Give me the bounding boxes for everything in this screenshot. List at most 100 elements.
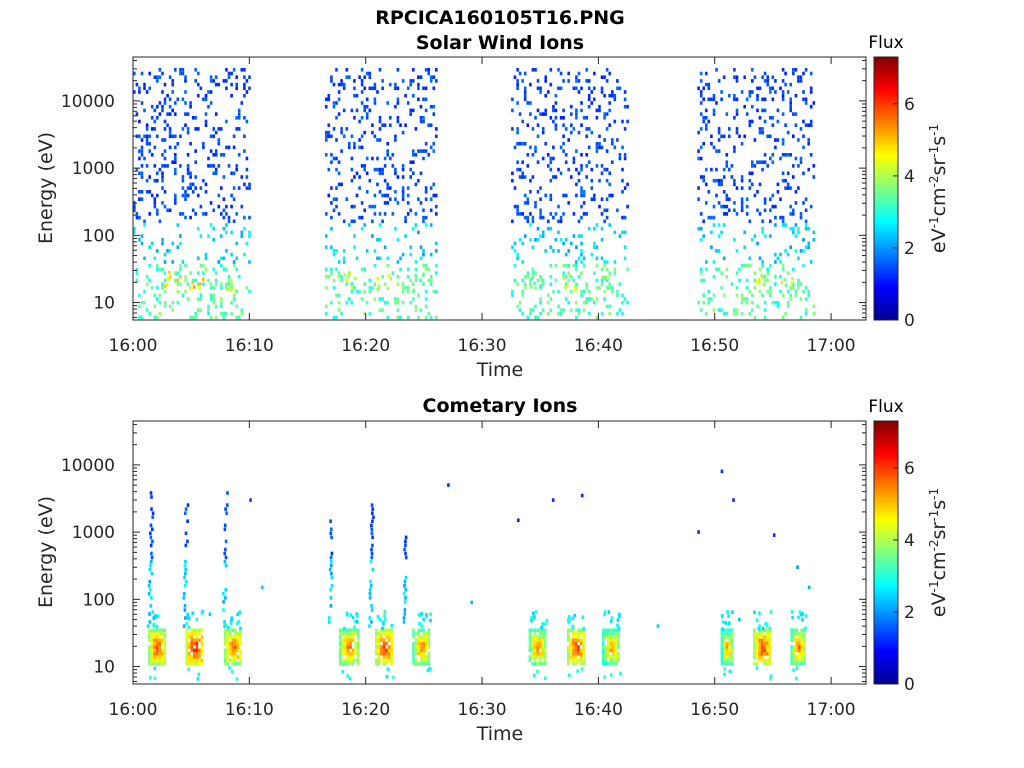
heatmap-cell bbox=[756, 304, 759, 309]
heatmap-cell bbox=[240, 204, 244, 209]
heatmap-cell bbox=[699, 278, 703, 283]
heatmap-cell bbox=[236, 645, 240, 649]
heatmap-cell bbox=[198, 282, 202, 286]
heatmap-cell bbox=[570, 123, 573, 127]
heatmap-cell bbox=[372, 515, 375, 519]
heatmap-cell bbox=[427, 655, 431, 659]
heatmap-cell bbox=[419, 628, 423, 632]
heatmap-cell bbox=[536, 669, 539, 674]
heatmap-cell bbox=[351, 662, 355, 666]
heatmap-cell bbox=[184, 75, 187, 79]
heatmap-cell bbox=[387, 273, 391, 278]
heatmap-cell bbox=[707, 119, 711, 124]
heatmap-cell bbox=[424, 149, 428, 153]
heatmap-cell bbox=[730, 175, 734, 179]
heatmap-cell bbox=[748, 289, 752, 294]
heatmap-cell bbox=[386, 141, 389, 146]
heatmap-cell bbox=[363, 130, 366, 135]
heatmap-cell bbox=[171, 241, 174, 246]
heatmap-cell bbox=[797, 226, 800, 231]
heatmap-cell bbox=[202, 277, 205, 282]
heatmap-cell bbox=[720, 641, 724, 646]
heatmap-cell bbox=[419, 119, 423, 124]
heatmap-cell bbox=[603, 675, 606, 679]
heatmap-cell bbox=[528, 658, 532, 663]
heatmap-cell bbox=[760, 648, 764, 653]
heatmap-cell bbox=[350, 167, 354, 172]
heatmap-cell bbox=[570, 112, 573, 116]
heatmap-cell bbox=[190, 658, 194, 663]
heatmap-cell bbox=[715, 149, 718, 153]
heatmap-cell bbox=[612, 655, 615, 659]
heatmap-cell bbox=[529, 285, 533, 289]
heatmap-cell bbox=[606, 276, 610, 280]
heatmap-cell bbox=[786, 271, 790, 275]
heatmap-cell bbox=[349, 613, 353, 617]
heatmap-cell bbox=[710, 134, 713, 139]
heatmap-cell bbox=[406, 201, 410, 205]
heatmap-cell bbox=[613, 260, 617, 264]
heatmap-cell bbox=[794, 201, 798, 205]
heatmap-cell bbox=[179, 68, 182, 72]
heatmap-cell bbox=[536, 638, 539, 642]
heatmap-cell bbox=[158, 312, 162, 316]
heatmap-cell bbox=[363, 267, 366, 272]
heatmap-cell bbox=[534, 68, 537, 72]
heatmap-cell bbox=[344, 641, 347, 646]
heatmap-cell bbox=[237, 116, 241, 120]
heatmap-cell bbox=[158, 631, 161, 636]
heatmap-cell bbox=[353, 141, 356, 146]
heatmap-cell bbox=[338, 662, 342, 666]
heatmap-cell bbox=[722, 134, 726, 139]
heatmap-cell bbox=[143, 156, 146, 161]
heatmap-cell bbox=[523, 286, 527, 290]
heatmap-cell bbox=[158, 300, 162, 305]
heatmap-cell bbox=[222, 600, 225, 604]
heatmap-cell bbox=[798, 662, 801, 666]
heatmap-cell bbox=[222, 197, 226, 201]
heatmap-cell bbox=[158, 641, 161, 646]
heatmap-cell bbox=[730, 641, 734, 646]
heatmap-cell bbox=[610, 673, 613, 677]
heatmap-cell bbox=[378, 127, 382, 131]
heatmap-cell bbox=[728, 631, 731, 636]
heatmap-cell bbox=[133, 230, 136, 235]
heatmap-cell bbox=[725, 631, 729, 636]
heatmap-cell bbox=[541, 651, 544, 656]
heatmap-cell bbox=[756, 190, 759, 194]
heatmap-cell bbox=[160, 658, 164, 663]
heatmap-cell bbox=[812, 238, 816, 242]
heatmap-cell bbox=[168, 75, 172, 79]
heatmap-cell bbox=[370, 604, 373, 608]
heatmap-cell bbox=[781, 153, 785, 157]
heatmap-cell bbox=[202, 271, 205, 275]
heatmap-cell bbox=[193, 631, 196, 636]
heatmap-cell bbox=[758, 160, 762, 164]
heatmap-cell bbox=[562, 271, 565, 275]
heatmap-cell bbox=[204, 252, 208, 257]
heatmap-cell bbox=[580, 493, 584, 498]
heatmap-cell bbox=[753, 638, 756, 642]
x-tick-label: 17:00 bbox=[807, 700, 856, 720]
heatmap-cell bbox=[574, 645, 578, 649]
heatmap-cell bbox=[621, 300, 624, 305]
heatmap-cell bbox=[516, 160, 519, 164]
heatmap-cell bbox=[792, 668, 795, 672]
heatmap-cell bbox=[401, 289, 405, 294]
heatmap-cell bbox=[368, 588, 372, 592]
heatmap-cell bbox=[355, 93, 359, 98]
heatmap-cell bbox=[419, 245, 423, 249]
heatmap-cell bbox=[802, 201, 805, 205]
heatmap-cell bbox=[738, 278, 741, 283]
heatmap-cell bbox=[511, 219, 514, 224]
heatmap-cell bbox=[394, 300, 397, 305]
heatmap-cell bbox=[585, 134, 588, 139]
heatmap-cell bbox=[363, 75, 366, 79]
heatmap-cell bbox=[340, 182, 343, 187]
heatmap-cell bbox=[386, 263, 389, 268]
heatmap-cell bbox=[151, 515, 154, 519]
heatmap-cell bbox=[608, 108, 611, 113]
heatmap-cell bbox=[342, 249, 346, 253]
heatmap-cell bbox=[184, 197, 187, 201]
heatmap-cell bbox=[153, 127, 157, 131]
